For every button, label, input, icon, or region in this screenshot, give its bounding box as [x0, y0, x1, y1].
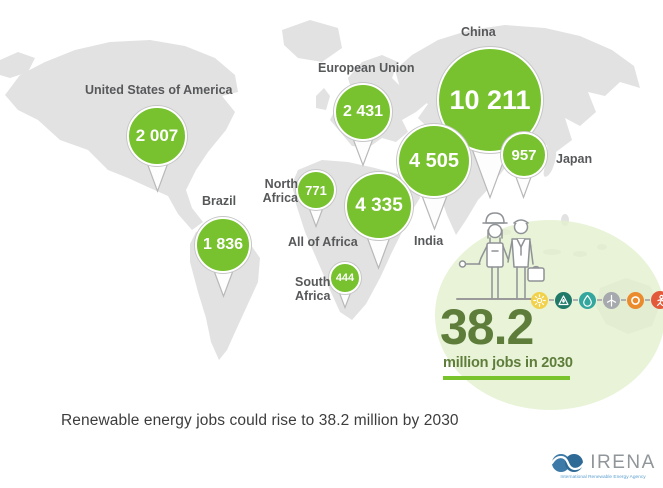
pin-china: 10 211 [437, 47, 543, 153]
workers-illustration [456, 212, 545, 300]
label-usa: United States of America [85, 83, 233, 97]
pin-bubble-brazil: 1 836 [195, 217, 251, 273]
female-worker-icon [458, 212, 509, 299]
label-brazil: Brazil [202, 194, 237, 208]
continent-japan [543, 130, 557, 177]
irena-tagline: International Renewable Energy Agency [560, 475, 646, 480]
pin-bubble-south-africa: 444 [329, 262, 361, 294]
pin-value: 444 [335, 272, 355, 284]
label-north-africa: North Africa [262, 177, 298, 206]
pin-value: 957 [511, 146, 537, 164]
pin-brazil: 1 836 [195, 217, 251, 273]
energy-icon-row [531, 291, 663, 309]
icon-connector [621, 299, 626, 301]
pin-bubble-usa: 2 007 [127, 106, 187, 166]
pin-japan: 957 [501, 132, 547, 178]
pin-north-africa: 771 [296, 170, 336, 210]
pin-bubble-north-africa: 771 [296, 170, 336, 210]
continent-greenland [282, 20, 342, 62]
bioenergy-icon [555, 291, 572, 309]
icon-connector [573, 299, 578, 301]
pin-value: 2 431 [342, 103, 384, 120]
label-european-union: European Union [318, 61, 415, 75]
irena-wordmark: IRENA [590, 452, 656, 473]
pin-value: 771 [305, 182, 327, 198]
pin-all-of-africa: 4 335 [345, 172, 413, 240]
total-jobs-value: 38.2 [440, 299, 534, 355]
pin-value: 1 836 [202, 236, 244, 253]
pin-value: 2 007 [135, 126, 179, 145]
total-jobs-caption: million jobs in 2030 [443, 355, 573, 371]
irena-globes-icon [551, 454, 586, 472]
label-all-of-africa: All of Africa [288, 235, 358, 249]
pin-bubble-european-union: 2 431 [334, 83, 392, 141]
label-china: China [461, 25, 496, 39]
continent-north-america [5, 40, 238, 230]
solar-icon [531, 291, 548, 309]
continent-uk [316, 88, 330, 110]
pin-value: 4 335 [355, 195, 403, 216]
pin-value: 10 211 [449, 84, 531, 115]
label-india: India [414, 234, 444, 248]
jobs-person-icon [651, 291, 663, 309]
infographic-caption: Renewable energy jobs could rise to 38.2… [61, 412, 459, 429]
pin-bubble-all-of-africa: 4 335 [345, 172, 413, 240]
irena-logo: IRENA International Renewable Energy Age… [543, 446, 663, 486]
pin-value: 4 505 [408, 149, 460, 172]
icon-connector [645, 299, 650, 301]
highlight-underline [443, 376, 570, 380]
pin-south-africa: 444 [329, 262, 361, 294]
pin-bubble-india: 4 505 [397, 124, 471, 198]
continent-alaska [0, 52, 35, 78]
pin-bubble-japan: 957 [501, 132, 547, 178]
geothermal-icon [627, 291, 644, 309]
label-japan: Japan [556, 152, 593, 166]
label-south-africa: South Africa [295, 275, 331, 304]
icon-connector [549, 299, 554, 301]
wind-icon [603, 291, 620, 309]
hydropower-icon [579, 291, 596, 309]
male-worker-icon [507, 219, 545, 299]
icon-connector [597, 299, 602, 301]
pin-european-union: 2 431 [334, 83, 392, 141]
pin-usa: 2 007 [127, 106, 187, 166]
pin-india: 4 505 [397, 124, 471, 198]
